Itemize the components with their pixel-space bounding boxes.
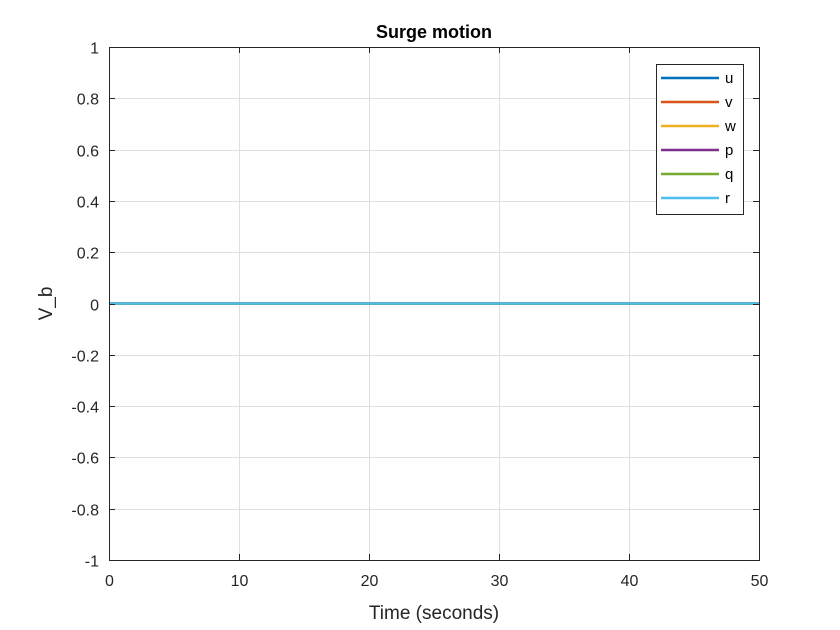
x-tick-label: 10 — [231, 573, 249, 590]
y-tick-label: -0.8 — [71, 503, 99, 520]
legend-label-v: v — [725, 94, 733, 111]
y-tick-label: 0 — [90, 298, 99, 315]
x-tick-label: 20 — [361, 573, 379, 590]
y-tick-label: 0.4 — [77, 195, 99, 212]
x-axis-label: Time (seconds) — [369, 603, 499, 624]
chart-title: Surge motion — [376, 22, 492, 42]
y-axis-label: V_b — [36, 287, 57, 321]
legend-label-w: w — [724, 118, 736, 135]
x-tick-label: 50 — [751, 573, 769, 590]
y-tick-label: -0.6 — [71, 451, 99, 468]
legend-label-u: u — [725, 70, 733, 87]
y-tick-label: 0.2 — [77, 246, 99, 263]
y-tick-label: -0.4 — [71, 400, 99, 417]
y-tick-labels: 1 0.8 0.6 0.4 0.2 0 -0.2 -0.4 -0.6 -0.8 -1 — [71, 41, 99, 571]
legend-box — [656, 64, 744, 215]
y-tick-label: -1 — [85, 554, 99, 571]
x-tick-label: 40 — [621, 573, 639, 590]
y-tick-label: 1 — [90, 41, 99, 58]
x-tick-labels: 0 10 20 30 40 50 — [105, 573, 768, 590]
axis-ticks — [109, 47, 760, 561]
x-tick-label: 30 — [491, 573, 509, 590]
y-tick-label: 0.6 — [77, 144, 99, 161]
legend-label-q: q — [725, 166, 733, 183]
legend-label-r: r — [725, 190, 730, 207]
y-tick-label: -0.2 — [71, 349, 99, 366]
x-tick-label: 0 — [105, 573, 114, 590]
y-tick-label: 0.8 — [77, 92, 99, 109]
legend-label-p: p — [725, 142, 733, 159]
